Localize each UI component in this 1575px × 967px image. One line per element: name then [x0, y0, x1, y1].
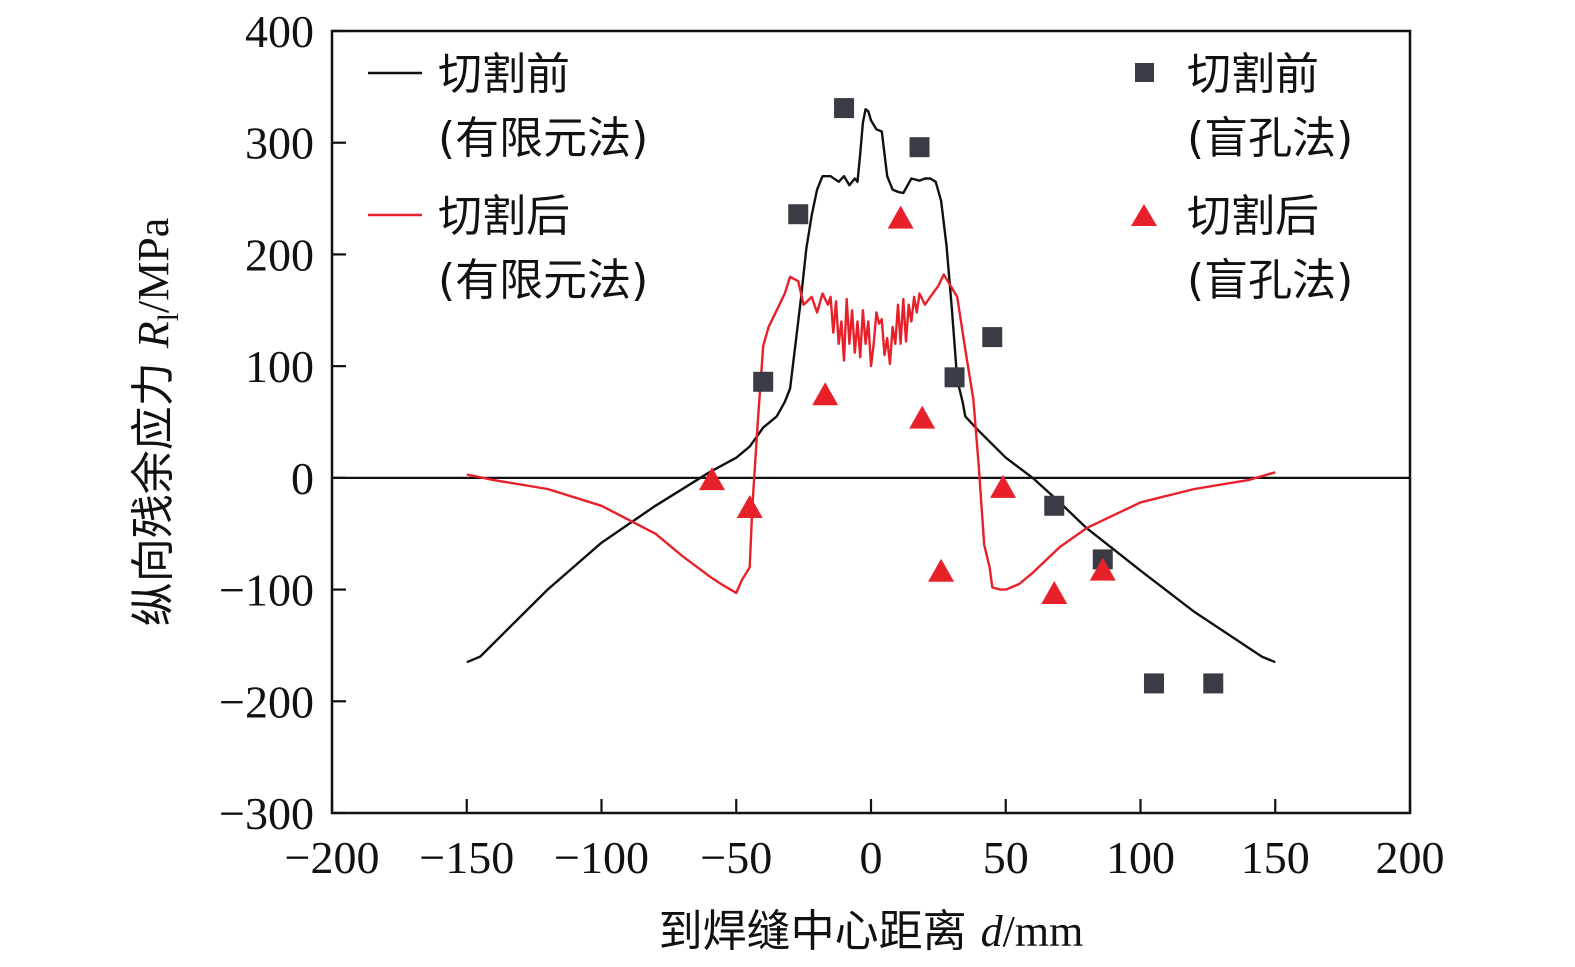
legend-label-before-blind-hole-line2: (盲孔法) — [1187, 113, 1353, 164]
y-axis-unit: /MPa — [129, 218, 178, 313]
legend-label-after-blind-hole-line1: 切割后 — [1187, 191, 1319, 242]
marker-triangle-after-blind-hole — [1041, 581, 1068, 605]
marker-triangle-after-blind-hole — [698, 467, 725, 491]
x-axis-title: 到焊缝中心距离 d/mm — [659, 906, 1084, 957]
legend-swatch-before-blind-hole — [1135, 63, 1154, 82]
x-axis-unit: /mm — [1003, 907, 1084, 956]
series-line-after-fem — [466, 273, 1276, 595]
marker-square-before-blind-hole — [834, 98, 855, 119]
y-tick-label: −200 — [219, 676, 314, 727]
legend-label-after-blind-hole-line2: (盲孔法) — [1187, 255, 1353, 306]
legend: 切割前 (有限元法) 切割后 (有限元法) 切割前 (盲孔法) 切割后 (盲孔法… — [368, 49, 1353, 306]
marker-square-before-blind-hole — [909, 137, 930, 158]
marker-square-before-blind-hole — [944, 367, 965, 388]
marker-triangle-after-blind-hole — [990, 474, 1017, 498]
x-axis-variable: d — [981, 907, 1004, 956]
legend-label-before-fem-line2: (有限元法) — [438, 113, 648, 164]
y-tick-label: −100 — [219, 565, 314, 616]
x-tick-label: 200 — [1376, 832, 1445, 883]
series-layer — [466, 107, 1276, 664]
legend-label-after-fem-line1: 切割后 — [438, 191, 570, 242]
y-tick-label: 300 — [245, 118, 314, 169]
marker-triangle-after-blind-hole — [909, 405, 936, 429]
x-tick-label: −150 — [419, 832, 514, 883]
x-tick-label: −100 — [554, 832, 649, 883]
marker-square-before-blind-hole — [788, 204, 809, 225]
x-tick-label: −200 — [285, 832, 380, 883]
legend-label-before-blind-hole-line1: 切割前 — [1187, 49, 1319, 100]
x-tick-label: 150 — [1241, 832, 1310, 883]
x-tick-label: 100 — [1106, 832, 1175, 883]
legend-label-after-fem-line2: (有限元法) — [438, 255, 648, 306]
y-axis-variable-subscript: l — [152, 313, 185, 321]
y-tick-label: −300 — [219, 788, 314, 839]
y-axis-variable: R — [129, 321, 178, 349]
marker-triangle-after-blind-hole — [812, 382, 839, 406]
legend-label-before-fem-line1: 切割前 — [438, 49, 570, 100]
marker-triangle-after-blind-hole — [736, 495, 763, 519]
x-axis-title-text: 到焊缝中心距离 — [659, 906, 967, 957]
marker-layer — [698, 98, 1224, 694]
y-tick-label: 100 — [245, 341, 314, 392]
y-axis-title-text: 纵向残余应力 — [128, 362, 179, 626]
y-tick-label: 200 — [245, 229, 314, 280]
tick-layer — [330, 29, 1412, 815]
marker-square-before-blind-hole — [753, 371, 774, 392]
marker-square-before-blind-hole — [1203, 673, 1224, 694]
marker-triangle-after-blind-hole — [1089, 557, 1116, 581]
marker-square-before-blind-hole — [1143, 673, 1164, 694]
x-tick-label: 50 — [983, 832, 1029, 883]
marker-square-before-blind-hole — [1044, 495, 1065, 516]
marker-triangle-after-blind-hole — [887, 205, 914, 229]
y-tick-label: 400 — [245, 6, 314, 57]
y-tick-label: 0 — [291, 453, 314, 504]
legend-swatch-after-blind-hole — [1131, 204, 1157, 226]
marker-square-before-blind-hole — [982, 327, 1003, 348]
tick-label-layer: −200 −150 −100 −50 0 50 100 150 200−300−200−1000… — [219, 6, 1444, 883]
x-tick-label: −50 — [700, 832, 772, 883]
y-axis-title: 纵向残余应力 Rl/MPa — [128, 218, 185, 627]
x-tick-label: 0 — [860, 832, 883, 883]
marker-triangle-after-blind-hole — [928, 558, 955, 582]
